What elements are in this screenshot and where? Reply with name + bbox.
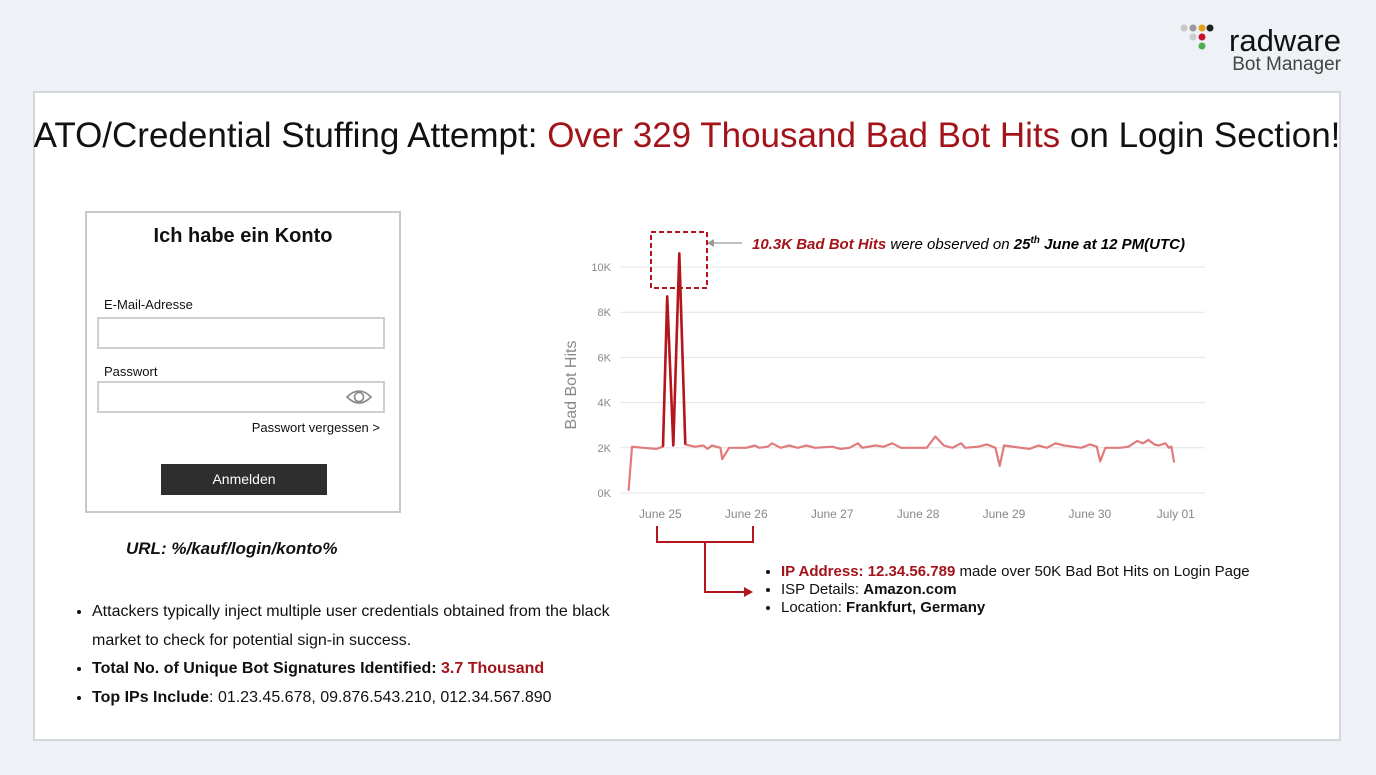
detail-label: ISP Details:: [781, 581, 864, 598]
peak-annotation: 10.3K Bad Bot Hits were observed on 25th…: [752, 235, 1185, 253]
eye-icon[interactable]: [345, 387, 373, 407]
bracket-arrowhead: [744, 587, 753, 597]
password-label: Passwort: [104, 364, 158, 379]
detail: Location: Frankfurt, Germany: [781, 599, 1250, 617]
bullet: Attackers typically inject multiple user…: [92, 598, 612, 655]
y-tick-label: 6K: [598, 352, 612, 364]
peak-line: [661, 252, 687, 447]
logo-dot: [1198, 42, 1206, 50]
login-button[interactable]: Anmelden: [161, 464, 327, 495]
bullet-text: : 01.23.45.678, 09.876.543.210, 012.34.5…: [209, 688, 552, 706]
y-tick-label: 2K: [598, 443, 612, 455]
login-form: Ich habe ein Konto E-Mail-Adresse Passwo…: [85, 211, 401, 513]
y-tick-label: 4K: [598, 398, 612, 410]
bracket-arrow: [656, 526, 754, 593]
bullet-label: Top IPs Include: [92, 688, 210, 706]
y-tick-label: 10K: [591, 262, 611, 274]
x-tick-label: June 26: [725, 507, 768, 521]
logo-dot: [1198, 24, 1206, 32]
password-input[interactable]: [97, 381, 385, 413]
bullet-text: Attackers typically inject multiple user…: [92, 603, 610, 649]
annotation-suffix: th: [1030, 235, 1039, 246]
x-tick-label: June 25: [639, 507, 682, 521]
detail-label: Location:: [781, 599, 847, 616]
logo-dot: [1189, 33, 1197, 41]
annotation-day: 25: [1013, 236, 1031, 253]
logo-dot: [1198, 33, 1206, 41]
bullet-label: Total No. of Unique Bot Signatures Ident…: [92, 660, 442, 677]
annotation-text: were observed on: [886, 236, 1014, 253]
detail-value: Amazon.com: [863, 581, 957, 598]
ip-details: IP Address: 12.34.56.789 made over 50K B…: [763, 563, 1250, 617]
x-tick-label: June 27: [811, 507, 854, 521]
bullet-highlight: 3.7 Thousand: [441, 660, 545, 677]
title-highlight: Over 329 Thousand Bad Bot Hits: [547, 116, 1061, 155]
logo-dot: [1189, 24, 1197, 32]
x-tick-label: June 29: [983, 507, 1026, 521]
title-text: ATO/Credential Stuffing Attempt:: [33, 116, 548, 155]
detail-text: made over 50K Bad Bot Hits on Login Page: [955, 563, 1250, 580]
y-tick-label: 8K: [598, 307, 612, 319]
form-heading: Ich habe ein Konto: [153, 225, 333, 247]
email-input[interactable]: [97, 317, 385, 349]
annotation-highlight: 10.3K Bad Bot Hits: [752, 236, 886, 253]
data-line: [627, 252, 1176, 491]
email-label: E-Mail-Adresse: [104, 297, 193, 312]
annotation-arrowhead: [707, 239, 714, 247]
slide-title: ATO/Credential Stuffing Attempt: Over 32…: [33, 116, 1341, 156]
detail-label: IP Address: 12.34.56.789: [781, 563, 956, 580]
x-tick-label: June 28: [897, 507, 940, 521]
detail-value: Frankfurt, Germany: [846, 599, 986, 616]
logo-dot: [1180, 24, 1188, 32]
x-tick-label: July 01: [1157, 507, 1195, 521]
detail: ISP Details: Amazon.com: [781, 581, 1250, 599]
peak-box: [650, 231, 708, 289]
y-axis-label: Bad Bot Hits: [563, 341, 580, 430]
bullet: Total No. of Unique Bot Signatures Ident…: [92, 655, 612, 684]
logo-dot: [1206, 24, 1214, 32]
logo-brand: radware: [1229, 23, 1341, 58]
bullet: Top IPs Include: 01.23.45.678, 09.876.54…: [92, 684, 612, 713]
bullet-list: Attackers typically inject multiple user…: [72, 598, 612, 712]
url-text: URL: %/kauf/login/konto%: [126, 539, 338, 558]
forgot-link[interactable]: Passwort vergessen >: [251, 420, 380, 435]
title-text: on Login Section!: [1060, 116, 1341, 155]
detail: IP Address: 12.34.56.789 made over 50K B…: [781, 563, 1250, 581]
logo-product: Bot Manager: [1232, 54, 1341, 75]
y-tick-label: 0K: [598, 488, 612, 500]
x-tick-label: June 30: [1069, 507, 1112, 521]
plot: 0K 2K 4K 6K 8K 10K June 25 June 26 June 27 June 2…: [591, 231, 1205, 521]
slide-card: [33, 91, 1341, 741]
logo: radware Bot Manager: [1180, 23, 1342, 75]
annotation-rest: June at 12 PM(UTC): [1040, 236, 1185, 253]
